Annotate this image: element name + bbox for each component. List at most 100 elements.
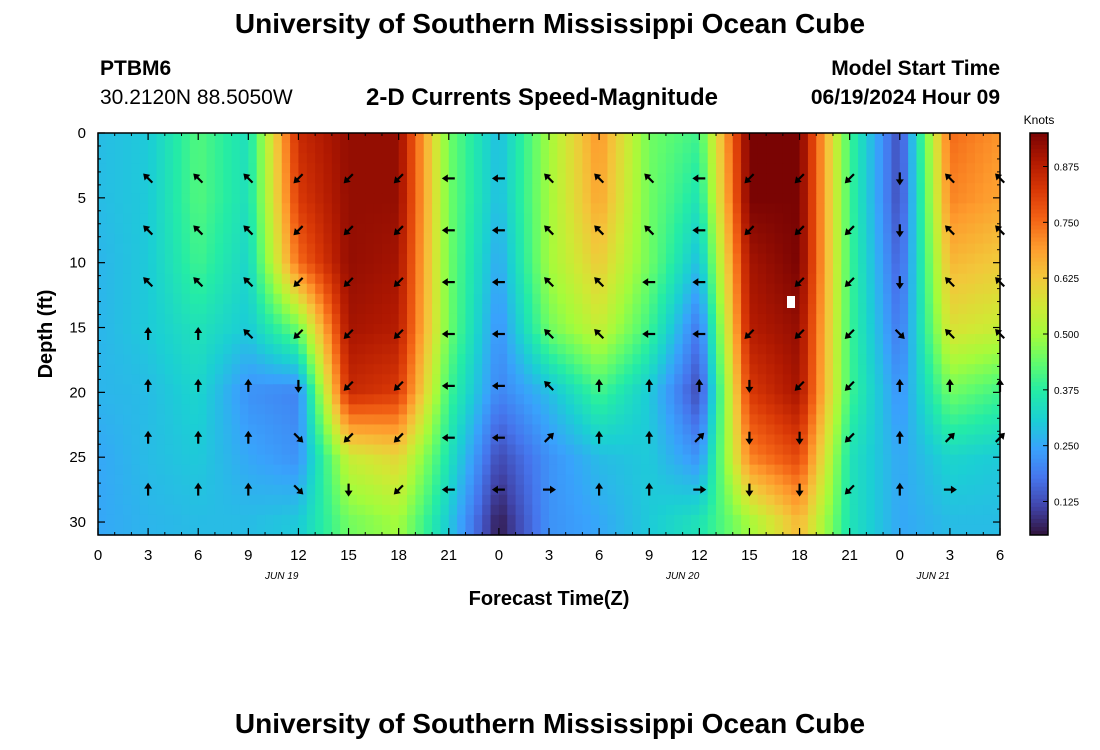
heatmap-cell [206, 394, 216, 405]
heatmap-cell [883, 243, 893, 255]
heatmap-cell [114, 223, 124, 235]
heatmap-cell [858, 153, 867, 164]
heatmap-cell [966, 193, 976, 204]
heatmap-cell [924, 223, 934, 235]
heatmap-cell [749, 323, 759, 335]
current-arrow-head [441, 381, 448, 390]
current-arrow-head [794, 228, 802, 236]
heatmap-cell [139, 434, 149, 446]
heatmap-cell [824, 213, 834, 225]
heatmap-cell [924, 283, 934, 295]
heatmap-cell [248, 424, 258, 436]
heatmap-cell [749, 303, 759, 315]
heatmap-cell [473, 313, 483, 325]
current-arrow-head [897, 331, 905, 339]
heatmap-cell [899, 484, 909, 496]
heatmap-cell [515, 143, 525, 154]
heatmap-cell [198, 193, 208, 204]
heatmap-cell [874, 414, 884, 426]
heatmap-cell [407, 484, 416, 496]
heatmap-cell [891, 283, 901, 295]
heatmap-cell [98, 394, 107, 405]
colorbar-segment [1030, 402, 1048, 407]
heatmap-cell [983, 323, 993, 335]
heatmap-cell [615, 303, 625, 315]
heatmap-cell [432, 344, 442, 355]
heatmap-cell [832, 494, 842, 506]
heatmap-cell [774, 193, 784, 204]
heatmap-cell [173, 394, 183, 405]
x-tick-label: 6 [595, 547, 603, 564]
heatmap-cell [139, 303, 149, 315]
heatmap-cell [782, 394, 792, 405]
heatmap-cell [974, 474, 984, 486]
heatmap-cell [123, 163, 133, 174]
heatmap-cell [674, 153, 684, 164]
heatmap-cell [265, 163, 274, 174]
heatmap-cell [607, 133, 617, 144]
heatmap-cell [674, 163, 684, 174]
heatmap-cell [657, 253, 667, 265]
heatmap-cell [899, 504, 909, 516]
heatmap-cell [841, 414, 851, 426]
current-arrow [393, 380, 404, 391]
heatmap-cell [181, 364, 191, 375]
heatmap-cell [983, 474, 993, 486]
heatmap-cell [883, 484, 893, 496]
heatmap-cell [599, 323, 609, 335]
heatmap-cell [958, 334, 968, 345]
heatmap-cell [824, 334, 834, 345]
heatmap-cell [473, 334, 483, 345]
heatmap-cell [615, 163, 625, 174]
heatmap-cell [732, 253, 742, 265]
heatmap-cell [757, 344, 767, 355]
heatmap-cell [407, 133, 416, 144]
heatmap-cell [515, 323, 525, 335]
heatmap-cell [473, 223, 483, 235]
heatmap-cell [373, 283, 383, 295]
heatmap-cell [599, 364, 609, 375]
heatmap-cell [649, 173, 659, 184]
heatmap-cell [114, 424, 124, 436]
heatmap-cell [156, 364, 166, 375]
heatmap-cell [549, 253, 558, 265]
heatmap-cell [423, 263, 433, 275]
heatmap-cell [807, 313, 817, 325]
heatmap-cell [724, 163, 734, 174]
heatmap-cell [741, 153, 751, 164]
heatmap-cell [457, 424, 467, 436]
heatmap-cell [624, 444, 634, 456]
heatmap-cell [682, 464, 692, 476]
heatmap-cell [356, 263, 366, 275]
heatmap-cell [507, 143, 517, 154]
heatmap-cell [423, 384, 433, 395]
heatmap-cell [741, 253, 751, 265]
heatmap-cell [949, 283, 959, 295]
heatmap-cell [290, 414, 300, 426]
current-arrow-head [594, 329, 602, 337]
heatmap-cell [690, 514, 700, 526]
heatmap-cell [816, 173, 826, 184]
heatmap-cell [924, 243, 934, 255]
heatmap-cell [858, 504, 867, 516]
heatmap-cell [991, 283, 1001, 295]
heatmap-cell [139, 313, 149, 325]
heatmap-cell [423, 504, 433, 516]
heatmap-cell [473, 364, 483, 375]
heatmap-cell [223, 173, 233, 184]
heatmap-cell [482, 133, 492, 144]
current-arrow-head [692, 174, 699, 183]
heatmap-cell [223, 384, 233, 395]
heatmap-cell [724, 203, 734, 214]
heatmap-cell [239, 263, 249, 275]
heatmap-cell [983, 344, 993, 355]
heatmap-cell [490, 313, 500, 325]
heatmap-cell [716, 364, 725, 375]
heatmap-cell [156, 303, 166, 315]
heatmap-cell [632, 504, 642, 516]
heatmap-cell [974, 273, 984, 285]
heatmap-cell [290, 394, 300, 405]
heatmap-cell [916, 474, 926, 486]
heatmap-cell [908, 454, 918, 466]
heatmap-cell [565, 183, 575, 194]
